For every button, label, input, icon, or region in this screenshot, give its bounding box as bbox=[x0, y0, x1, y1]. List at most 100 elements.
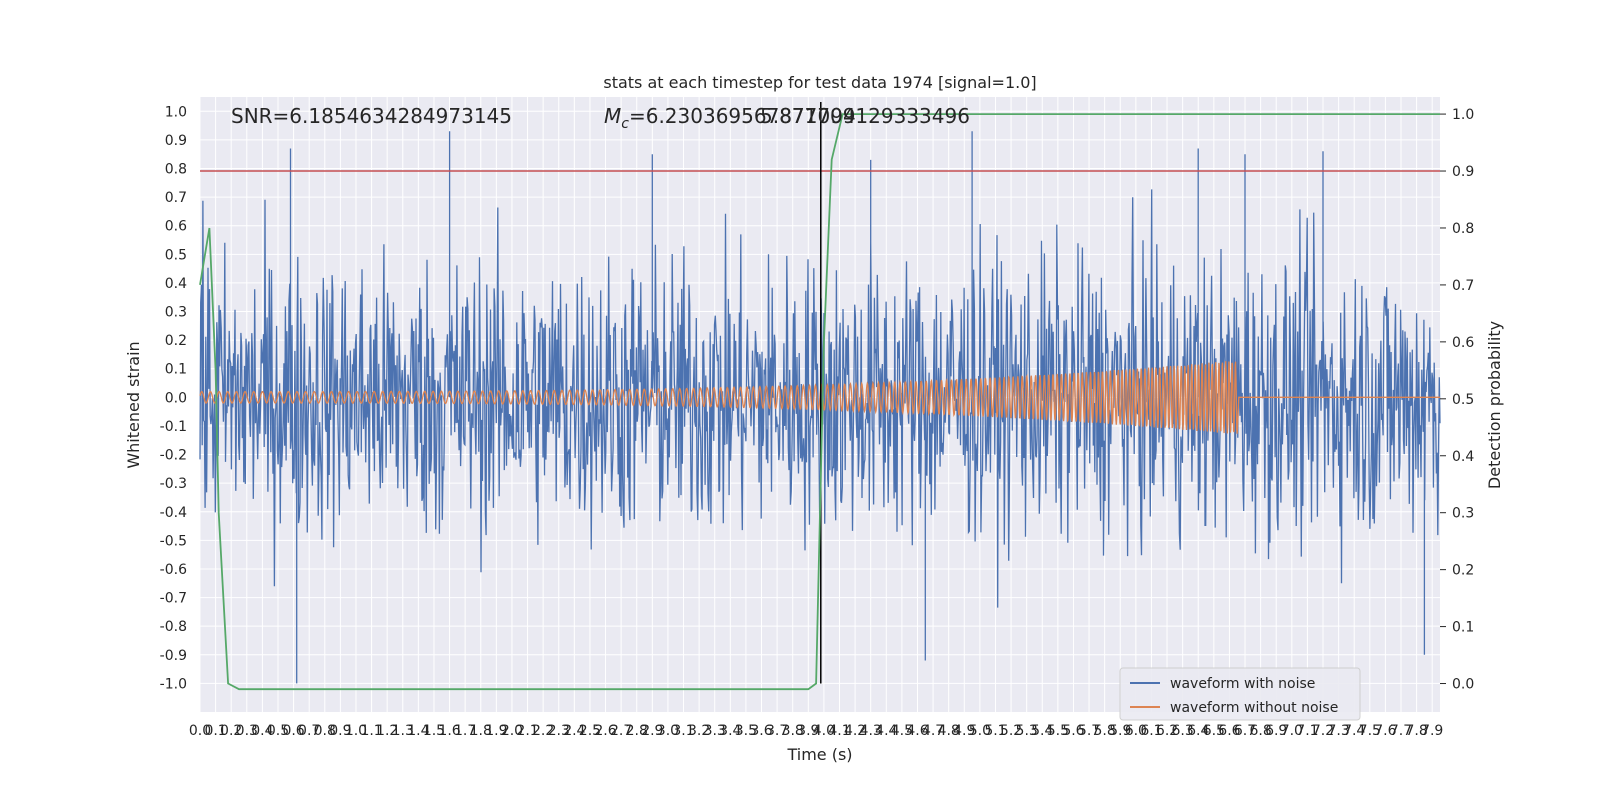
y-tick-label-13: 0.3 bbox=[165, 305, 187, 321]
x-tick-label-59: 5.9 bbox=[1109, 723, 1131, 739]
x-tick-label-25: 2.5 bbox=[579, 723, 601, 739]
x-tick-label-48: 4.8 bbox=[938, 723, 960, 739]
x-tick-label-56: 5.6 bbox=[1062, 723, 1084, 739]
x-tick-label-9: 0.9 bbox=[329, 723, 351, 739]
x-tick-label-18: 1.8 bbox=[470, 723, 492, 739]
x-tick-label-52: 5.2 bbox=[1000, 723, 1022, 739]
x-tick-label-79: 7.9 bbox=[1421, 723, 1443, 739]
x-tick-label-50: 5.0 bbox=[969, 723, 991, 739]
x-tick-label-58: 5.8 bbox=[1094, 723, 1116, 739]
x-tick-label-1: 0.1 bbox=[204, 723, 226, 739]
x-tick-label-23: 2.3 bbox=[548, 723, 570, 739]
y-tick-label-12: 0.2 bbox=[165, 333, 187, 349]
x-tick-label-29: 2.9 bbox=[641, 723, 663, 739]
x-tick-label-64: 6.4 bbox=[1187, 723, 1209, 739]
x-tick-label-44: 4.4 bbox=[875, 723, 897, 739]
y2-tick-label-1: 0.1 bbox=[1452, 620, 1474, 636]
x-tick-label-32: 3.2 bbox=[688, 723, 710, 739]
overlapping-value-annotation: 5.877709129333496 bbox=[760, 104, 970, 128]
x-tick-label-60: 6.0 bbox=[1125, 723, 1147, 739]
chart-title: stats at each timestep for test data 197… bbox=[603, 73, 1036, 92]
tick-labels: 0.00.10.20.30.40.50.60.70.80.91.01.11.21… bbox=[160, 104, 1475, 739]
y-tick-label-11: 0.1 bbox=[165, 362, 187, 378]
x-tick-label-74: 7.4 bbox=[1343, 723, 1365, 739]
y-tick-label-4: -0.6 bbox=[160, 562, 187, 578]
x-tick-label-57: 5.7 bbox=[1078, 723, 1100, 739]
y2-tick-label-10: 1.0 bbox=[1452, 107, 1474, 123]
x-tick-label-35: 3.5 bbox=[735, 723, 757, 739]
x-tick-label-38: 3.8 bbox=[782, 723, 804, 739]
snr-annotation: SNR=6.1854634284973145 bbox=[231, 104, 512, 128]
x-tick-label-24: 2.4 bbox=[563, 723, 585, 739]
y2-tick-label-2: 0.2 bbox=[1452, 563, 1474, 579]
y-tick-label-17: 0.7 bbox=[165, 190, 187, 206]
y-tick-label-3: -0.7 bbox=[160, 591, 187, 607]
x-axis-label: Time (s) bbox=[786, 745, 852, 764]
x-tick-label-39: 3.9 bbox=[797, 723, 819, 739]
x-tick-label-77: 7.7 bbox=[1390, 723, 1412, 739]
y-tick-label-15: 0.5 bbox=[165, 247, 187, 263]
x-tick-label-51: 5.1 bbox=[984, 723, 1006, 739]
x-tick-label-75: 7.5 bbox=[1359, 723, 1381, 739]
x-tick-label-76: 7.6 bbox=[1374, 723, 1396, 739]
y-tick-label-19: 0.9 bbox=[165, 133, 187, 149]
x-tick-label-61: 6.1 bbox=[1140, 723, 1162, 739]
x-tick-label-71: 7.1 bbox=[1296, 723, 1318, 739]
x-tick-label-65: 6.5 bbox=[1203, 723, 1225, 739]
x-tick-label-41: 4.1 bbox=[828, 723, 850, 739]
x-tick-label-20: 2.0 bbox=[501, 723, 523, 739]
y-tick-label-9: -0.1 bbox=[160, 419, 187, 435]
x-tick-label-30: 3.0 bbox=[657, 723, 679, 739]
y-axis-label: Whitened strain bbox=[124, 341, 143, 468]
y-tick-label-20: 1.0 bbox=[165, 104, 187, 120]
x-tick-label-46: 4.6 bbox=[906, 723, 928, 739]
data-layer bbox=[199, 102, 1441, 691]
x-tick-label-0: 0.0 bbox=[189, 723, 211, 739]
x-tick-label-4: 0.4 bbox=[251, 723, 273, 739]
x-tick-label-12: 1.2 bbox=[376, 723, 398, 739]
x-tick-label-69: 6.9 bbox=[1265, 723, 1287, 739]
x-tick-label-5: 0.5 bbox=[267, 723, 289, 739]
x-tick-label-21: 2.1 bbox=[516, 723, 538, 739]
chirp-mass-symbol: M bbox=[604, 104, 621, 128]
chirp-mass-value: =6.230369567871094 bbox=[629, 104, 856, 128]
x-tick-label-72: 7.2 bbox=[1312, 723, 1334, 739]
chirp-mass-subscript: c bbox=[621, 116, 629, 132]
x-tick-label-11: 1.1 bbox=[360, 723, 382, 739]
x-tick-label-55: 5.5 bbox=[1047, 723, 1069, 739]
x-tick-label-45: 4.5 bbox=[891, 723, 913, 739]
x-tick-label-6: 0.6 bbox=[282, 723, 304, 739]
y2-tick-label-3: 0.3 bbox=[1452, 506, 1474, 522]
x-tick-label-36: 3.6 bbox=[750, 723, 772, 739]
x-tick-label-42: 4.2 bbox=[844, 723, 866, 739]
y-tick-label-2: -0.8 bbox=[160, 619, 187, 635]
y-tick-label-6: -0.4 bbox=[160, 505, 187, 521]
x-tick-label-70: 7.0 bbox=[1281, 723, 1303, 739]
y-tick-label-18: 0.8 bbox=[165, 162, 187, 178]
x-tick-label-62: 6.2 bbox=[1156, 723, 1178, 739]
y-tick-label-5: -0.5 bbox=[160, 533, 187, 549]
y2-tick-label-0: 0.0 bbox=[1452, 677, 1474, 693]
x-tick-label-8: 0.8 bbox=[314, 723, 336, 739]
x-tick-label-28: 2.8 bbox=[626, 723, 648, 739]
y2-tick-label-4: 0.4 bbox=[1452, 449, 1474, 465]
x-tick-label-13: 1.3 bbox=[392, 723, 414, 739]
x-tick-label-17: 1.7 bbox=[454, 723, 476, 739]
legend: waveform with noise waveform without noi… bbox=[1119, 667, 1361, 721]
x-tick-label-22: 2.2 bbox=[532, 723, 554, 739]
x-tick-label-54: 5.4 bbox=[1031, 723, 1053, 739]
series-waveform-without-noise bbox=[199, 361, 1440, 434]
legend-box bbox=[1119, 667, 1361, 721]
x-tick-label-33: 3.3 bbox=[704, 723, 726, 739]
x-tick-label-27: 2.7 bbox=[610, 723, 632, 739]
y2-tick-label-6: 0.6 bbox=[1452, 335, 1474, 351]
x-tick-label-53: 5.3 bbox=[1016, 723, 1038, 739]
x-tick-label-73: 7.3 bbox=[1327, 723, 1349, 739]
x-tick-label-66: 6.6 bbox=[1218, 723, 1240, 739]
y2-tick-label-8: 0.8 bbox=[1452, 221, 1474, 237]
y-tick-label-16: 0.6 bbox=[165, 219, 187, 235]
chirp-mass-annotation: Mc=6.230369567871094 bbox=[604, 104, 856, 132]
y-tick-label-8: -0.2 bbox=[160, 448, 187, 464]
